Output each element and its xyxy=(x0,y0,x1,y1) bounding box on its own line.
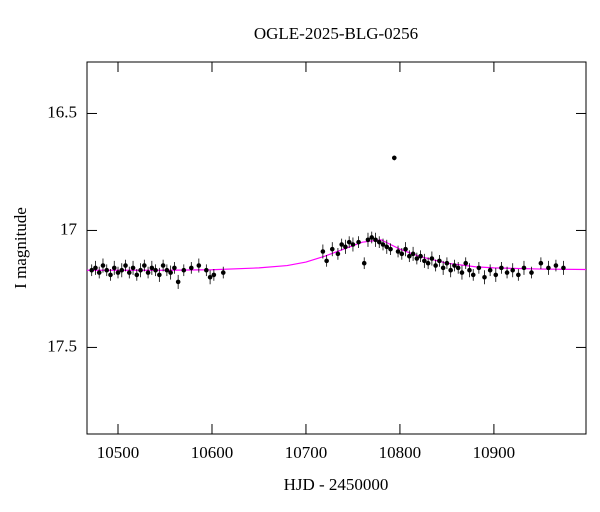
data-point xyxy=(373,237,378,243)
data-point xyxy=(388,246,393,252)
data-point xyxy=(369,235,375,240)
data-point xyxy=(172,265,177,271)
data-point xyxy=(482,274,487,280)
data-point xyxy=(418,253,423,259)
data-point xyxy=(510,267,516,273)
data-point xyxy=(470,272,476,278)
data-point xyxy=(196,263,202,268)
data-point xyxy=(459,270,465,275)
x-tick-label: 10800 xyxy=(379,443,422,462)
data-point xyxy=(452,263,457,268)
data-point xyxy=(561,265,566,271)
data-point xyxy=(204,267,209,273)
data-point xyxy=(403,246,408,252)
data-point xyxy=(343,244,348,250)
data-point xyxy=(384,244,390,250)
data-point xyxy=(115,270,121,275)
data-point xyxy=(111,265,117,271)
data-point xyxy=(142,263,147,268)
data-point xyxy=(395,249,401,254)
data-point xyxy=(440,265,446,271)
data-point xyxy=(529,270,534,275)
data-point xyxy=(463,260,469,266)
data-point xyxy=(516,272,521,278)
data-point xyxy=(130,265,136,271)
data-point xyxy=(376,239,382,245)
data-point xyxy=(211,272,217,278)
data-point xyxy=(134,272,140,278)
y-tick-label: 17 xyxy=(60,219,78,238)
data-point xyxy=(365,237,371,243)
data-point xyxy=(380,242,386,247)
data-point xyxy=(493,272,499,278)
data-point xyxy=(100,263,106,268)
data-point xyxy=(207,274,213,280)
data-point xyxy=(126,270,132,275)
data-point xyxy=(123,263,128,268)
data-point xyxy=(104,267,110,273)
data-point xyxy=(499,265,504,271)
data-point xyxy=(437,258,442,264)
data-point xyxy=(546,265,551,271)
data-point xyxy=(96,270,102,275)
data-point xyxy=(361,260,367,266)
data-point xyxy=(467,267,472,273)
y-tick-label: 17.5 xyxy=(47,336,77,355)
data-point xyxy=(153,267,158,273)
data-point xyxy=(410,251,416,257)
data-point xyxy=(149,265,155,271)
plot-frame xyxy=(86,61,587,435)
data-point xyxy=(391,155,397,161)
data-point xyxy=(335,251,341,257)
data-point xyxy=(164,267,170,273)
data-point xyxy=(399,251,405,257)
data-point xyxy=(93,265,98,271)
data-point xyxy=(433,263,438,268)
data-point xyxy=(455,265,461,271)
data-point xyxy=(429,256,435,261)
data-point xyxy=(538,260,544,266)
data-point xyxy=(157,272,162,278)
data-point xyxy=(350,242,356,247)
data-point xyxy=(414,256,420,261)
x-axis-label: HJD - 2450000 xyxy=(284,475,389,494)
data-point xyxy=(553,263,559,268)
data-point xyxy=(476,265,482,271)
data-point xyxy=(444,260,450,266)
data-point xyxy=(425,260,431,266)
data-point xyxy=(521,265,527,271)
data-point xyxy=(168,270,173,275)
data-point xyxy=(504,270,510,275)
x-tick-label: 10700 xyxy=(285,443,328,462)
chart-title: OGLE-2025-BLG-0256 xyxy=(254,24,418,43)
data-point xyxy=(329,246,335,252)
data-point xyxy=(324,258,329,264)
x-tick-label: 10900 xyxy=(473,443,516,462)
x-tick-label: 10600 xyxy=(191,443,234,462)
data-point xyxy=(160,263,166,268)
data-point xyxy=(145,270,151,275)
x-tick-label: 10500 xyxy=(97,443,140,462)
data-point xyxy=(407,253,412,259)
y-axis-label: I magnitude xyxy=(11,207,30,289)
data-point xyxy=(220,270,226,275)
data-point xyxy=(189,265,194,271)
data-point xyxy=(422,258,427,264)
data-point xyxy=(175,279,181,285)
data-point xyxy=(356,239,361,245)
data-point xyxy=(320,249,326,254)
data-point xyxy=(181,267,187,273)
data-point xyxy=(346,239,352,245)
y-tick-label: 16.5 xyxy=(47,102,77,121)
data-point xyxy=(89,267,94,273)
data-point xyxy=(138,267,143,273)
data-point xyxy=(448,267,453,273)
data-point xyxy=(108,272,113,278)
data-point xyxy=(119,267,125,273)
data-point xyxy=(339,242,344,247)
data-point xyxy=(487,267,493,273)
